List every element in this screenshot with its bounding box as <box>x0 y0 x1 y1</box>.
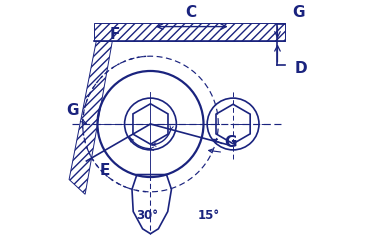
Text: E: E <box>100 162 110 178</box>
Text: C: C <box>186 5 197 20</box>
Text: 30°: 30° <box>136 209 158 222</box>
Text: G: G <box>67 103 79 118</box>
Text: G: G <box>292 5 305 20</box>
Text: D: D <box>295 62 307 76</box>
Text: F: F <box>110 27 120 42</box>
Text: G: G <box>224 135 237 151</box>
Bar <box>94 23 285 41</box>
Text: 15°: 15° <box>197 209 219 222</box>
